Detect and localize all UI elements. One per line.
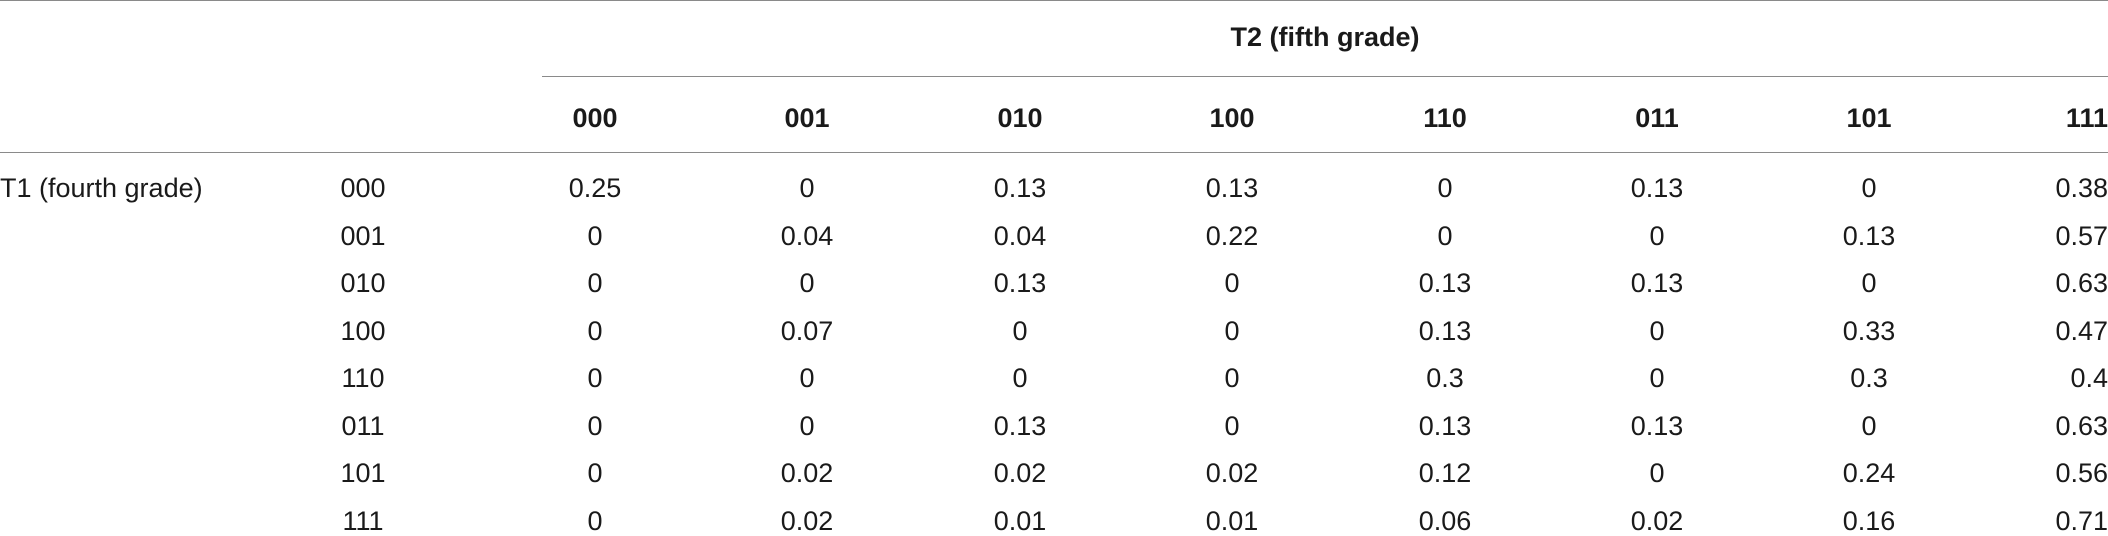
table-cell: 0 (1224, 411, 1240, 441)
table-cell: 0.13 (993, 173, 1047, 203)
table-cell: 0 (1224, 268, 1240, 298)
column-group-rule (542, 76, 2108, 77)
table-cell: 0.02 (780, 458, 834, 488)
table-cell: 0 (1649, 316, 1665, 346)
table-cell: 0.02 (1205, 458, 1259, 488)
table-cell: 0.13 (1842, 221, 1896, 251)
table-cell: 0.13 (1630, 268, 1684, 298)
table-cell: 0 (1437, 221, 1453, 251)
table-cell: 0.47 (2055, 316, 2108, 346)
column-header: 100 (1209, 103, 1255, 133)
table-cell: 0 (1224, 363, 1240, 393)
table-cell: 0.13 (1418, 411, 1472, 441)
column-header: 110 (1423, 103, 1467, 133)
column-header: 111 (2065, 103, 2108, 133)
table-cell: 0 (1649, 363, 1665, 393)
table-cell: 0 (587, 506, 603, 536)
table-cell: 0 (1861, 173, 1877, 203)
table-cell: 0.04 (780, 221, 834, 251)
table-cell: 0 (799, 173, 815, 203)
table-cell: 0 (799, 363, 815, 393)
row-label: 100 (340, 316, 386, 346)
column-header: 011 (1635, 103, 1679, 133)
table-cell: 0.38 (2055, 173, 2108, 203)
table-cell: 0.63 (2055, 411, 2108, 441)
table-cell: 0.22 (1205, 221, 1259, 251)
column-header: 000 (572, 103, 618, 133)
table-cell: 0.71 (2055, 506, 2108, 536)
table-cell: 0.4 (2070, 363, 2108, 393)
table-cell: 0 (587, 363, 603, 393)
table-cell: 0.06 (1418, 506, 1472, 536)
table-cell: 0 (587, 458, 603, 488)
row-label: 010 (340, 268, 386, 298)
table-cell: 0.13 (1205, 173, 1259, 203)
row-label: 111 (342, 506, 384, 536)
table-cell: 0 (1649, 221, 1665, 251)
column-group-title: T2 (fifth grade) (1230, 22, 1420, 52)
row-label: 000 (340, 173, 386, 203)
table-top-rule (0, 0, 2108, 1)
table-cell: 0.16 (1842, 506, 1896, 536)
row-label: 101 (340, 458, 386, 488)
table-cell: 0 (587, 268, 603, 298)
table-cell: 0 (587, 411, 603, 441)
row-label: 011 (341, 411, 385, 441)
table-cell: 0.24 (1842, 458, 1896, 488)
column-header: 101 (1846, 103, 1892, 133)
row-label: 110 (341, 363, 385, 393)
table-cell: 0.3 (1426, 363, 1464, 393)
column-header: 010 (997, 103, 1043, 133)
table-cell: 0.13 (993, 268, 1047, 298)
table-cell: 0.01 (1205, 506, 1259, 536)
table-cell: 0.13 (993, 411, 1047, 441)
table-cell: 0.13 (1418, 268, 1472, 298)
table-cell: 0.02 (1630, 506, 1684, 536)
table-cell: 0 (1649, 458, 1665, 488)
table-cell: 0.02 (780, 506, 834, 536)
table-cell: 0.12 (1418, 458, 1472, 488)
table-cell: 0 (587, 316, 603, 346)
table-cell: 0 (799, 268, 815, 298)
table-cell: 0.13 (1630, 411, 1684, 441)
table-cell: 0 (1012, 363, 1028, 393)
table-cell: 0.07 (780, 316, 834, 346)
table-cell: 0.02 (993, 458, 1047, 488)
row-label: 001 (340, 221, 386, 251)
table-cell: 0 (799, 411, 815, 441)
table-cell: 0.25 (568, 173, 622, 203)
table-cell: 0 (1437, 173, 1453, 203)
row-group-label: T1 (fourth grade) (0, 173, 203, 203)
table-cell: 0.56 (2055, 458, 2108, 488)
table-cell: 0.33 (1842, 316, 1896, 346)
table-cell: 0.57 (2055, 221, 2108, 251)
table-cell: 0.13 (1418, 316, 1472, 346)
table-cell: 0.13 (1630, 173, 1684, 203)
header-bottom-rule (0, 152, 2108, 153)
table-cell: 0 (1861, 268, 1877, 298)
table-cell: 0.01 (993, 506, 1047, 536)
table-cell: 0 (1012, 316, 1028, 346)
table-cell: 0 (587, 221, 603, 251)
column-header: 001 (784, 103, 830, 133)
table-cell: 0 (1224, 316, 1240, 346)
table-cell: 0.3 (1850, 363, 1888, 393)
table-cell: 0 (1861, 411, 1877, 441)
table-cell: 0.04 (993, 221, 1047, 251)
table-cell: 0.63 (2055, 268, 2108, 298)
